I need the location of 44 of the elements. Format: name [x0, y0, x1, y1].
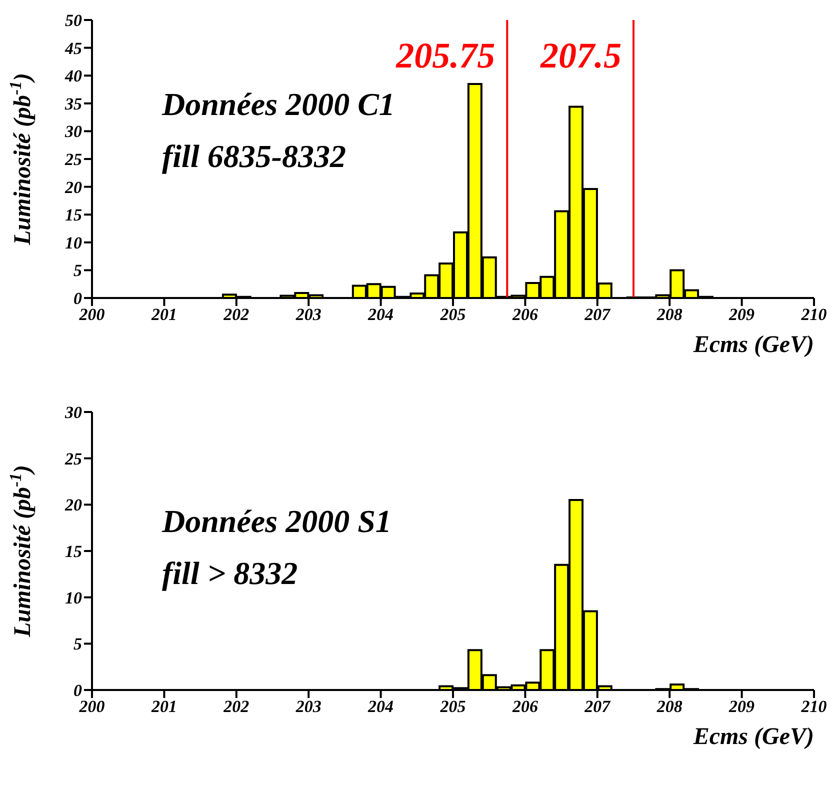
- y-tick-label: 20: [64, 496, 82, 515]
- x-tick-label: 202: [222, 697, 250, 716]
- annotation: Données 2000 S1: [162, 502, 392, 541]
- x-tick-label: 208: [656, 697, 683, 716]
- y-tick-label: 20: [64, 178, 82, 197]
- y-tick-label: 15: [65, 206, 82, 225]
- ref-line-label: 205.75: [395, 36, 496, 76]
- x-tick-label: 204: [367, 697, 394, 716]
- y-tick-label: 50: [65, 11, 82, 30]
- x-tick-label: 208: [656, 305, 683, 324]
- annotation: fill > 8332: [162, 554, 299, 593]
- x-tick-label: 204: [367, 305, 394, 324]
- x-tick-label: 205: [439, 697, 466, 716]
- y-tick-label: 45: [64, 38, 82, 58]
- annotation: fill 6835-8332: [162, 137, 347, 176]
- x-tick-label: 209: [728, 697, 756, 716]
- y-tick-label: 5: [74, 261, 82, 280]
- annotation: Données 2000 C1: [162, 85, 395, 124]
- ref-line-label: 207.5: [540, 36, 622, 76]
- x-tick-label: 205: [439, 305, 466, 324]
- x-tick-label: 203: [294, 305, 322, 324]
- x-tick-label: 210: [800, 697, 828, 716]
- y-tick-label: 35: [64, 94, 82, 114]
- x-tick-label: 210: [800, 305, 828, 324]
- x-tick-label: 201: [150, 305, 177, 324]
- y-tick-label: 25: [64, 150, 82, 170]
- y-tick-label: 15: [65, 542, 82, 562]
- x-tick-label: 202: [222, 305, 250, 324]
- y-tick-label: 30: [64, 122, 82, 142]
- x-tick-label: 203: [294, 697, 322, 716]
- x-tick-label: 207: [584, 305, 612, 324]
- x-tick-label: 209: [728, 305, 756, 324]
- x-axis-title: Ecms (GeV): [692, 724, 814, 750]
- x-tick-label: 201: [150, 697, 177, 716]
- x-tick-label: 207: [584, 697, 612, 716]
- y-tick-label: 10: [65, 588, 82, 608]
- y-tick-label: 25: [64, 449, 82, 468]
- y-tick-label: 30: [64, 403, 82, 422]
- y-tick-label: 5: [74, 634, 82, 654]
- y-tick-label: 40: [64, 66, 82, 86]
- x-tick-label: 206: [511, 697, 538, 716]
- x-tick-label: 206: [511, 305, 538, 324]
- y-tick-label: 10: [65, 233, 82, 252]
- x-axis-title: Ecms (GeV): [692, 332, 814, 358]
